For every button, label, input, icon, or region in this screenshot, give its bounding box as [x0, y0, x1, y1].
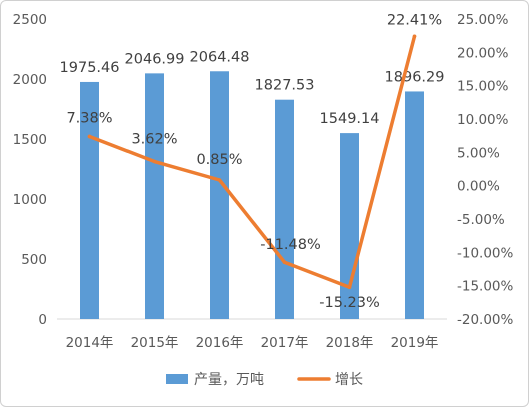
bar-data-label: 1549.14 [320, 111, 380, 127]
left-axis-tick-label: 1500 [13, 132, 47, 148]
legend-line-label: 增长 [335, 372, 363, 388]
x-axis-tick-label: 2018年 [326, 335, 374, 351]
bar [275, 99, 294, 319]
right-axis-tick-label: -20.00% [457, 312, 514, 328]
x-axis-tick-label: 2017年 [261, 335, 309, 351]
right-axis-tick-label: 20.00% [457, 45, 509, 61]
bar-data-label: 2046.99 [125, 51, 185, 67]
x-axis-tick-label: 2015年 [131, 335, 179, 351]
growth-data-label: -11.48% [260, 237, 321, 253]
growth-point [217, 178, 222, 182]
bar [145, 73, 164, 319]
bar-data-label: 2064.48 [190, 49, 250, 65]
right-axis-tick-label: 5.00% [457, 145, 500, 161]
right-axis-tick-label: 15.00% [457, 79, 509, 95]
growth-point [412, 34, 417, 39]
growth-line [87, 34, 417, 289]
bar [210, 71, 229, 320]
bar [340, 133, 359, 319]
bar [80, 81, 99, 320]
left-axis-tick-label: 1000 [13, 192, 47, 208]
growth-point [282, 260, 287, 265]
growth-point [87, 134, 92, 139]
right-axis-tick-label: 10.00% [457, 112, 509, 128]
growth-point [347, 285, 352, 290]
growth-data-label: 22.41% [387, 12, 442, 28]
right-axis-tick-label: -10.00% [457, 245, 514, 261]
bar-data-label: 1896.29 [385, 69, 445, 85]
x-axis-tick-label: 2016年 [196, 335, 244, 351]
legend-bar-label: 产量，万吨 [194, 372, 264, 388]
bar [405, 91, 424, 320]
growth-data-label: 0.85% [196, 152, 242, 168]
x-axis-tick-label: 2019年 [391, 335, 439, 351]
x-axis-tick-label: 2014年 [66, 335, 114, 351]
left-axis-tick-label: 2500 [13, 12, 47, 28]
left-axis-tick-label: 0 [38, 312, 47, 328]
growth-point [152, 159, 157, 164]
left-axis-tick-label: 500 [21, 252, 47, 268]
right-axis-tick-label: 25.00% [457, 12, 509, 28]
growth-data-label: 3.62% [131, 132, 177, 148]
left-axis-tick-label: 2000 [13, 72, 47, 88]
legend-bar-swatch [166, 374, 188, 384]
right-axis-tick-label: -15.00% [457, 279, 514, 295]
bar-data-label: 1827.53 [255, 78, 315, 94]
growth-data-label: -15.23% [319, 295, 380, 311]
right-axis-tick-label: -5.00% [457, 212, 505, 228]
right-axis-tick-label: 0.00% [457, 179, 500, 195]
bar-data-label: 1975.46 [60, 60, 120, 76]
growth-data-label: 7.38% [66, 110, 112, 126]
